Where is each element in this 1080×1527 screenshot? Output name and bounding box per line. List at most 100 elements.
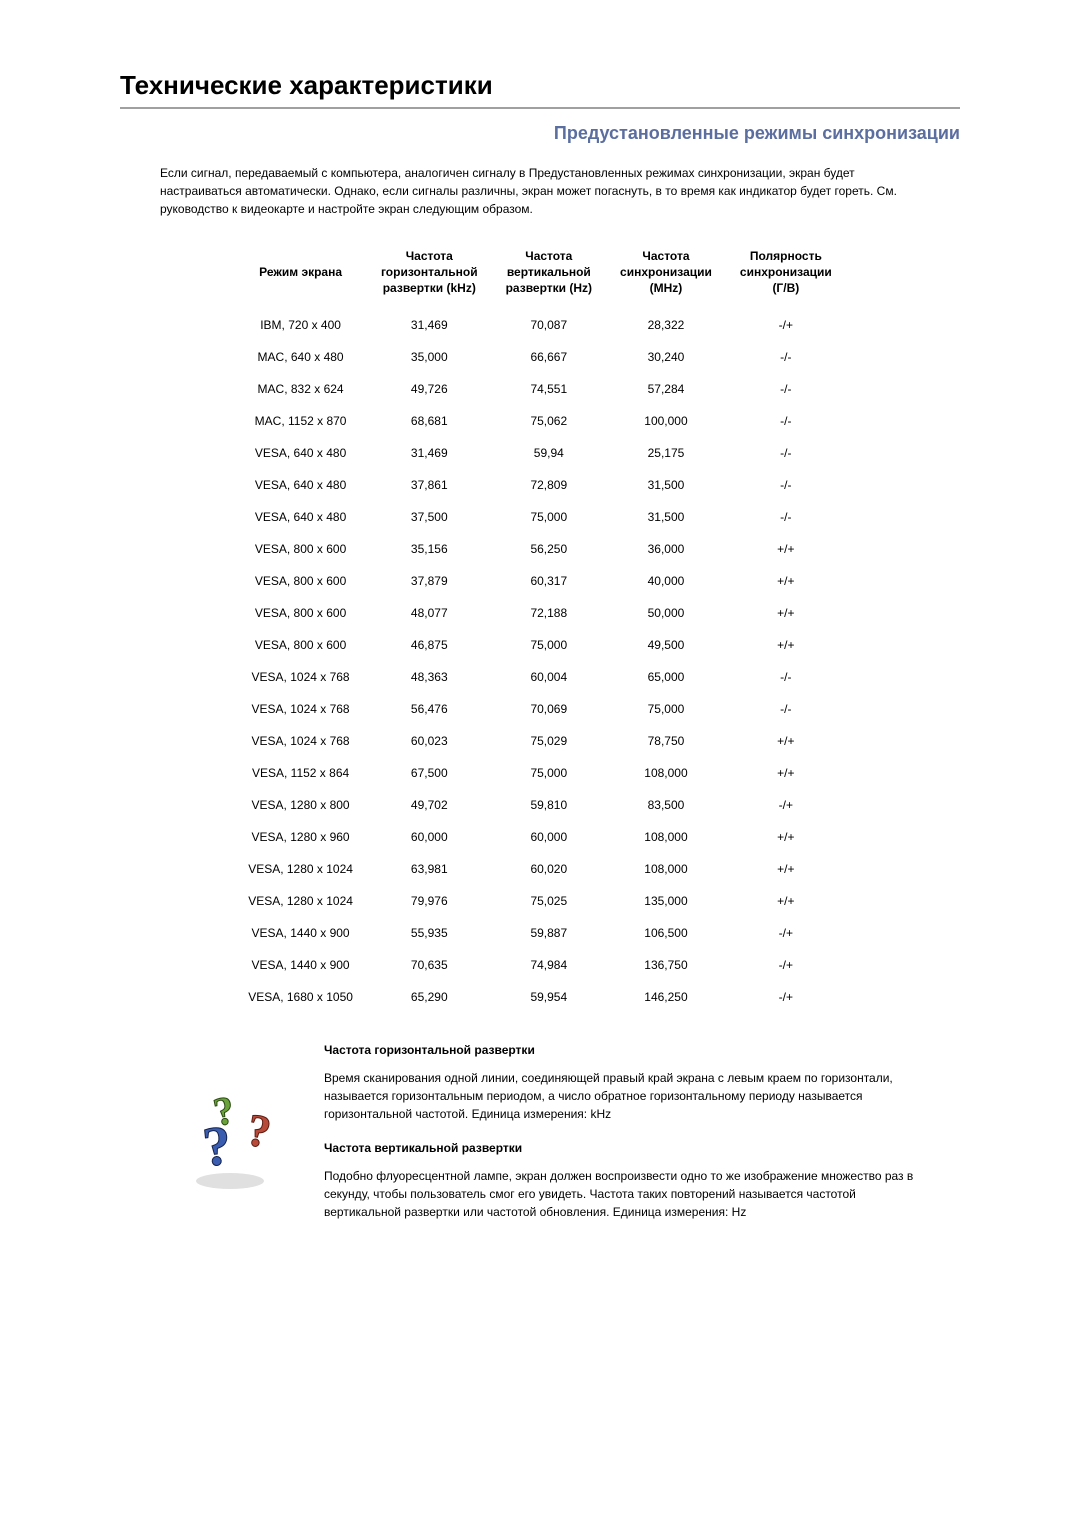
table-row: VESA, 1024 x 76848,36360,00465,000-/-	[234, 661, 846, 693]
table-cell: VESA, 1152 x 864	[234, 757, 367, 789]
table-cell: 40,000	[606, 565, 726, 597]
table-cell: VESA, 1440 x 900	[234, 917, 367, 949]
table-row: VESA, 1680 x 105065,29059,954146,250-/+	[234, 981, 846, 1013]
table-cell: 136,750	[606, 949, 726, 981]
table-cell: 31,469	[367, 437, 492, 469]
table-cell: 108,000	[606, 853, 726, 885]
table-cell: -/+	[726, 981, 846, 1013]
table-cell: MAC, 832 x 624	[234, 373, 367, 405]
table-cell: 36,000	[606, 533, 726, 565]
table-cell: 56,250	[492, 533, 606, 565]
table-cell: VESA, 800 x 600	[234, 597, 367, 629]
table-cell: +/+	[726, 725, 846, 757]
table-row: MAC, 832 x 62449,72674,55157,284-/-	[234, 373, 846, 405]
table-cell: -/-	[726, 341, 846, 373]
table-cell: VESA, 1680 x 1050	[234, 981, 367, 1013]
table-cell: VESA, 1280 x 1024	[234, 885, 367, 917]
table-cell: 75,062	[492, 405, 606, 437]
table-cell: 65,290	[367, 981, 492, 1013]
table-cell: -/-	[726, 373, 846, 405]
table-cell: 74,984	[492, 949, 606, 981]
table-cell: 48,363	[367, 661, 492, 693]
table-cell: 49,702	[367, 789, 492, 821]
table-cell: 37,879	[367, 565, 492, 597]
title-rule	[120, 107, 960, 109]
table-body: IBM, 720 x 40031,46970,08728,322-/+MAC, …	[234, 309, 846, 1013]
table-cell: 49,500	[606, 629, 726, 661]
table-cell: -/+	[726, 949, 846, 981]
table-row: VESA, 800 x 60048,07772,18850,000+/+	[234, 597, 846, 629]
table-cell: VESA, 640 x 480	[234, 501, 367, 533]
table-cell: -/-	[726, 693, 846, 725]
table-cell: 60,000	[492, 821, 606, 853]
table-cell: 70,087	[492, 309, 606, 341]
table-row: VESA, 640 x 48037,86172,80931,500-/-	[234, 469, 846, 501]
table-cell: 31,500	[606, 469, 726, 501]
table-row: VESA, 800 x 60037,87960,31740,000+/+	[234, 565, 846, 597]
table-cell: VESA, 1280 x 800	[234, 789, 367, 821]
intro-paragraph: Если сигнал, передаваемый с компьютера, …	[120, 164, 960, 218]
table-cell: 106,500	[606, 917, 726, 949]
table-cell: 60,004	[492, 661, 606, 693]
page: Технические характеристики Предустановле…	[0, 0, 1080, 1299]
definitions-text: Частота горизонтальной развертки Время с…	[324, 1043, 920, 1239]
table-cell: -/+	[726, 917, 846, 949]
table-cell: +/+	[726, 885, 846, 917]
table-cell: 30,240	[606, 341, 726, 373]
table-cell: 31,500	[606, 501, 726, 533]
table-cell: +/+	[726, 757, 846, 789]
page-title: Технические характеристики	[120, 70, 960, 101]
table-cell: 75,000	[606, 693, 726, 725]
table-cell: -/+	[726, 309, 846, 341]
table-row: VESA, 1280 x 96060,00060,000108,000+/+	[234, 821, 846, 853]
table-cell: VESA, 1440 x 900	[234, 949, 367, 981]
table-cell: 108,000	[606, 757, 726, 789]
table-cell: 60,020	[492, 853, 606, 885]
def-vfreq-body: Подобно флуоресцентной лампе, экран долж…	[324, 1167, 920, 1221]
table-cell: 70,069	[492, 693, 606, 725]
table-cell: -/+	[726, 789, 846, 821]
table-row: MAC, 640 x 48035,00066,66730,240-/-	[234, 341, 846, 373]
table-row: VESA, 1280 x 102479,97675,025135,000+/+	[234, 885, 846, 917]
table-cell: MAC, 1152 x 870	[234, 405, 367, 437]
table-cell: 60,023	[367, 725, 492, 757]
table-cell: 35,000	[367, 341, 492, 373]
table-cell: 59,954	[492, 981, 606, 1013]
table-cell: 65,000	[606, 661, 726, 693]
table-cell: 55,935	[367, 917, 492, 949]
col-mode: Режим экрана	[234, 242, 367, 309]
table-cell: -/-	[726, 501, 846, 533]
def-hfreq-heading: Частота горизонтальной развертки	[324, 1043, 920, 1057]
table-cell: 56,476	[367, 693, 492, 725]
col-hfreq: Частота горизонтальной развертки (kHz)	[367, 242, 492, 309]
table-cell: 72,809	[492, 469, 606, 501]
table-cell: +/+	[726, 565, 846, 597]
table-cell: 59,94	[492, 437, 606, 469]
table-cell: 37,861	[367, 469, 492, 501]
table-cell: 59,887	[492, 917, 606, 949]
table-row: VESA, 1440 x 90055,93559,887106,500-/+	[234, 917, 846, 949]
table-cell: 68,681	[367, 405, 492, 437]
table-cell: +/+	[726, 629, 846, 661]
table-row: IBM, 720 x 40031,46970,08728,322-/+	[234, 309, 846, 341]
table-cell: VESA, 1024 x 768	[234, 661, 367, 693]
table-cell: 57,284	[606, 373, 726, 405]
table-cell: -/-	[726, 469, 846, 501]
table-cell: 146,250	[606, 981, 726, 1013]
table-header-row: Режим экрана Частота горизонтальной разв…	[234, 242, 846, 309]
table-cell: VESA, 800 x 600	[234, 565, 367, 597]
table-cell: 74,551	[492, 373, 606, 405]
table-cell: 49,726	[367, 373, 492, 405]
table-cell: 75,000	[492, 501, 606, 533]
table-cell: -/-	[726, 661, 846, 693]
table-cell: VESA, 800 x 600	[234, 533, 367, 565]
table-row: VESA, 800 x 60035,15656,25036,000+/+	[234, 533, 846, 565]
table-row: VESA, 1440 x 90070,63574,984136,750-/+	[234, 949, 846, 981]
table-cell: VESA, 1024 x 768	[234, 725, 367, 757]
table-cell: 60,000	[367, 821, 492, 853]
table-cell: 50,000	[606, 597, 726, 629]
table-row: MAC, 1152 x 87068,68175,062100,000-/-	[234, 405, 846, 437]
table-cell: 35,156	[367, 533, 492, 565]
faq-icon: ? ? ?	[160, 1043, 300, 1239]
table-row: VESA, 1280 x 102463,98160,020108,000+/+	[234, 853, 846, 885]
